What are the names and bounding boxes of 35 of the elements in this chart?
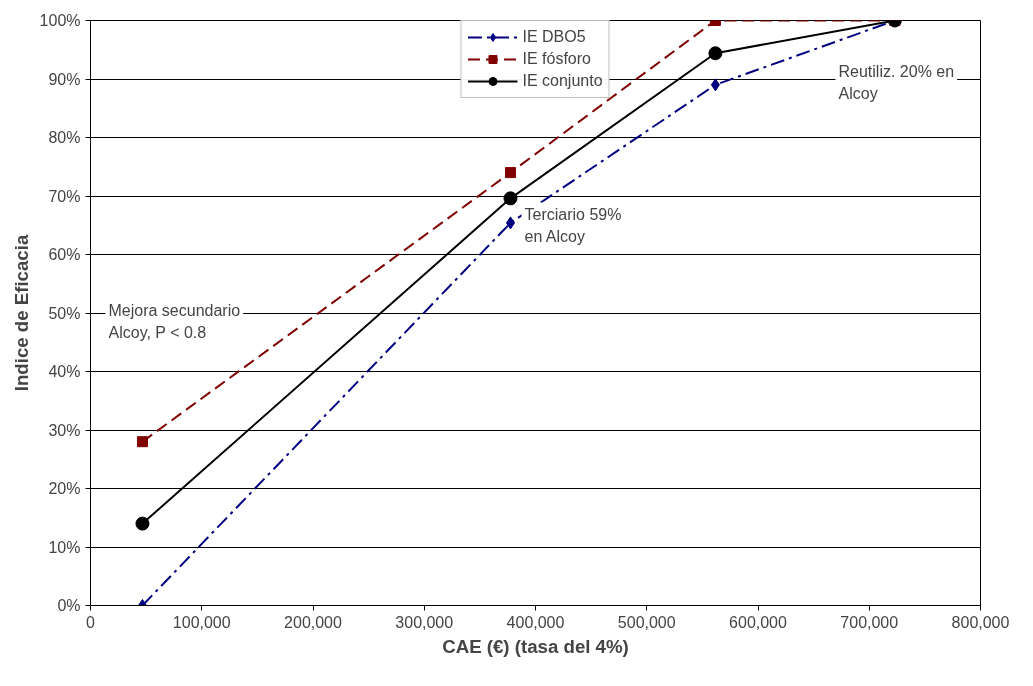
y-tick-label: 80% — [48, 129, 81, 146]
legend-label: IE DBO5 — [522, 28, 586, 46]
y-tick-label: 50% — [48, 304, 81, 322]
y-tick-label: 40% — [48, 363, 81, 380]
x-axis-title: CAE (€) (tasa del 4%) — [442, 635, 629, 657]
point — [504, 167, 516, 179]
y-tick-label: 70% — [48, 187, 81, 205]
y-tick-label: 90% — [48, 70, 81, 88]
legend-label: IE fósforo — [522, 50, 591, 68]
x-tick-label: 100,000 — [172, 613, 231, 631]
x-tick-label: 400,000 — [506, 613, 565, 631]
y-axis-title: Indice de Eficacia — [10, 234, 32, 392]
point — [135, 516, 150, 531]
y-tick-label: 10% — [48, 538, 81, 556]
annotation: Reutiliz. 20% en Alcoy — [838, 62, 955, 102]
legend-label: IE conjunto — [522, 72, 603, 90]
point — [505, 216, 515, 230]
y-tick-label: 20% — [48, 480, 81, 497]
y-tick-label: 0% — [57, 597, 81, 614]
annotation: Terciario 59% en Alcoy — [524, 205, 622, 245]
y-tick-label: 100% — [39, 12, 81, 29]
y-tick-label: 30% — [48, 421, 81, 439]
x-tick-label: 600,000 — [729, 613, 788, 631]
point — [136, 436, 148, 448]
point — [708, 46, 723, 61]
y-tick-label: 60% — [48, 246, 81, 263]
x-tick-label: 200,000 — [284, 613, 343, 631]
x-tick-label: 700,000 — [840, 613, 899, 631]
x-tick-label: 300,000 — [395, 613, 454, 631]
x-tick-label: 0 — [86, 613, 96, 631]
annotation: Mejora secundario Alcoy, P < 0.8 — [108, 301, 241, 341]
point — [503, 191, 518, 206]
x-tick-label: 800,000 — [951, 613, 1010, 631]
x-tick-label: 500,000 — [617, 613, 676, 631]
point — [710, 78, 720, 92]
